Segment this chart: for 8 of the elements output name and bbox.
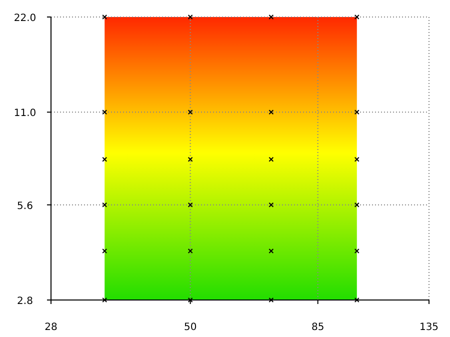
y-tick-label: 5.6 bbox=[17, 200, 33, 212]
x-tick-label: 135 bbox=[419, 322, 439, 333]
x-tick-label: 28 bbox=[44, 322, 58, 333]
x-tick-label: 85 bbox=[311, 322, 324, 333]
x-tick-label: 50 bbox=[184, 322, 197, 333]
y-tick-label: 22.0 bbox=[14, 13, 36, 24]
y-tick-label: 11.0 bbox=[14, 108, 36, 120]
y-tick-label: 2.8 bbox=[17, 296, 33, 307]
